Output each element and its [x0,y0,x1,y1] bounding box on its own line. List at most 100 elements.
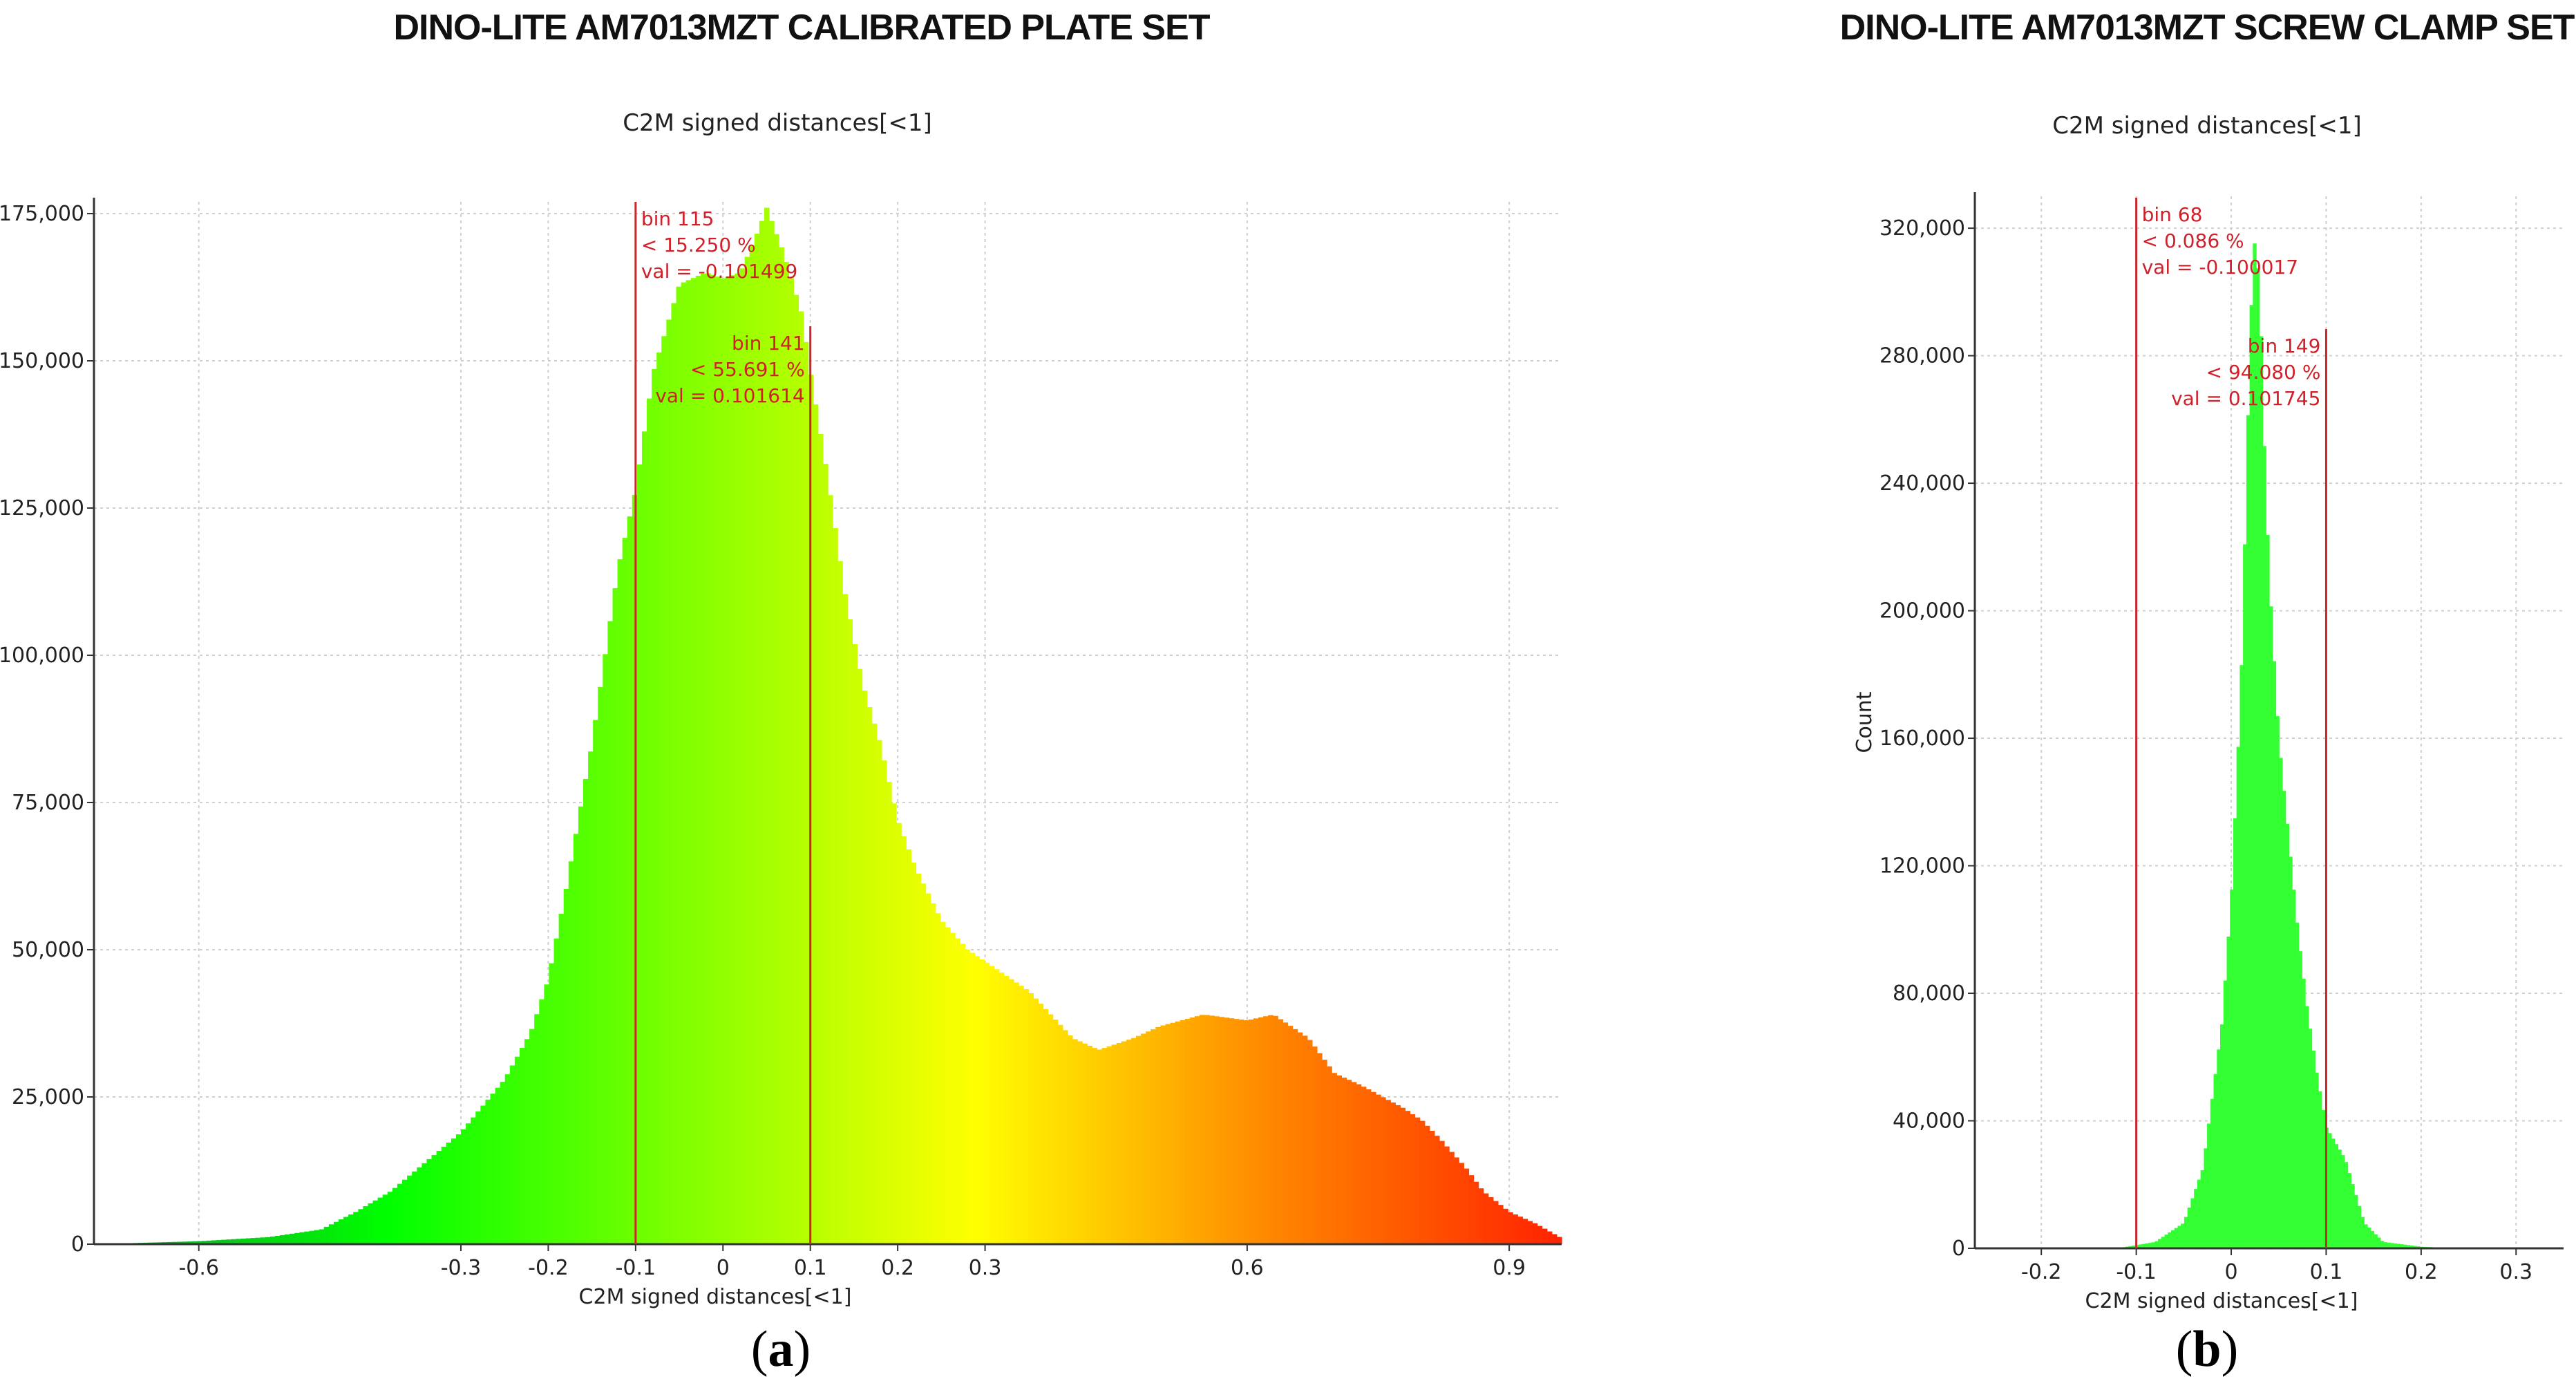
histogram-bar [1400,1107,1406,1244]
histogram-bar [539,999,544,1244]
histogram-bar [1278,1019,1284,1244]
histogram-bar [1365,1089,1372,1244]
histogram-bar [2141,1243,2146,1248]
histogram-bar [739,268,746,1244]
y-tick-label: 120,000 [1879,854,1965,879]
histogram-bar [940,921,946,1244]
histogram-bar [353,1212,359,1244]
histogram-bar [226,1239,231,1244]
x-tick-label: 0 [2224,1260,2237,1284]
histogram-bar [984,962,990,1244]
y-tick-label: 125,000 [0,496,84,520]
histogram-bar [2351,1183,2355,1248]
histogram-bar [1497,1205,1504,1244]
histogram-bar [1243,1020,1249,1244]
histogram-bar [2190,1198,2195,1248]
histogram-bar [2256,268,2260,1249]
histogram-bar [2233,818,2237,1248]
histogram-bar [285,1234,290,1244]
histogram-bar [661,336,667,1244]
x-tick-label: 0.3 [969,1256,1002,1280]
y-tick-label: 200,000 [1879,599,1965,623]
x-tick-label: 0.2 [2405,1260,2438,1284]
histogram-bar [871,723,878,1244]
y-tick-label: 160,000 [1879,726,1965,751]
histogram-bar [2315,1072,2319,1248]
histogram-bar [363,1206,369,1244]
marker-annotation: < 0.086 % [2142,229,2244,252]
histogram-bar [509,1065,515,1244]
histogram-bar [490,1093,496,1244]
histogram-bar [2377,1237,2381,1248]
histogram-bar [2383,1242,2387,1248]
histogram-bar [348,1214,354,1244]
histogram-bar [1189,1017,1195,1244]
histogram-bar [568,861,574,1244]
histogram-bar [2269,606,2273,1248]
histogram-bar [177,1241,183,1244]
histogram-bar [998,973,1005,1244]
x-tick-label: -0.3 [441,1256,482,1280]
histogram-bar [1258,1017,1264,1244]
histogram-bar [549,963,555,1244]
histogram-bar [2370,1230,2375,1248]
histogram-bar [862,691,868,1244]
histogram-bar [1311,1046,1318,1244]
histogram-bar [935,913,941,1244]
histogram-bar [304,1231,310,1244]
histogram-bar [2403,1244,2407,1248]
histogram-bar [925,893,931,1244]
histogram-bar [1180,1020,1186,1244]
histogram-bar [1170,1022,1176,1244]
histogram-bar [1116,1042,1122,1244]
histogram-bar [314,1230,320,1244]
histogram-bar [1332,1073,1337,1244]
histogram-bar [250,1238,256,1244]
histogram-bar [1468,1175,1475,1244]
histogram-bar [2154,1241,2159,1248]
histogram-bar [1248,1019,1254,1244]
histogram-bar [1062,1030,1068,1244]
histogram-bar [710,274,716,1245]
marker-annotation: bin 149 [2248,335,2321,357]
histogram-bar [1546,1231,1553,1244]
chart-title: DINO-LITE AM7013MZT CALIBRATED PLATE SET [393,8,1210,48]
histogram-bar [319,1229,325,1244]
histogram-bar [2249,305,2253,1249]
histogram-bar [617,559,623,1244]
histogram-bar [1302,1035,1308,1244]
histogram-bar [725,276,730,1244]
histogram-bar [455,1134,462,1244]
histogram-bar [417,1167,422,1244]
y-tick-label: 25,000 [12,1085,84,1109]
histogram-bar [1268,1015,1273,1244]
histogram-bar [245,1238,252,1244]
histogram-bar [930,903,936,1244]
histogram-bar [749,245,755,1244]
histogram-bar [1385,1100,1391,1244]
figure-label-text: b [2193,1321,2222,1378]
histogram-bar [446,1143,452,1244]
histogram-bar [309,1230,315,1244]
histogram-bar [1375,1094,1381,1244]
histogram-bar [1238,1020,1244,1244]
histogram-bar [485,1099,491,1244]
histogram-bar [422,1163,428,1244]
histogram-bar [339,1219,344,1244]
histogram-bar [231,1239,236,1244]
histogram-bar [2354,1194,2358,1248]
histogram-bar [700,273,706,1244]
histogram-bar [960,943,965,1244]
x-tick-label: -0.6 [178,1256,219,1280]
histogram-bar [1273,1015,1278,1244]
histogram-bar [2164,1234,2168,1248]
histogram-bar [1224,1017,1230,1244]
histogram-bar [382,1194,388,1244]
histogram-bar [255,1237,261,1244]
histogram-bar [1282,1022,1289,1244]
histogram-bar [2138,1244,2142,1248]
histogram-bar [1508,1212,1513,1244]
histogram-bar [2321,1109,2326,1248]
histogram-bar [1473,1181,1479,1244]
histogram-bar [2413,1246,2417,1248]
